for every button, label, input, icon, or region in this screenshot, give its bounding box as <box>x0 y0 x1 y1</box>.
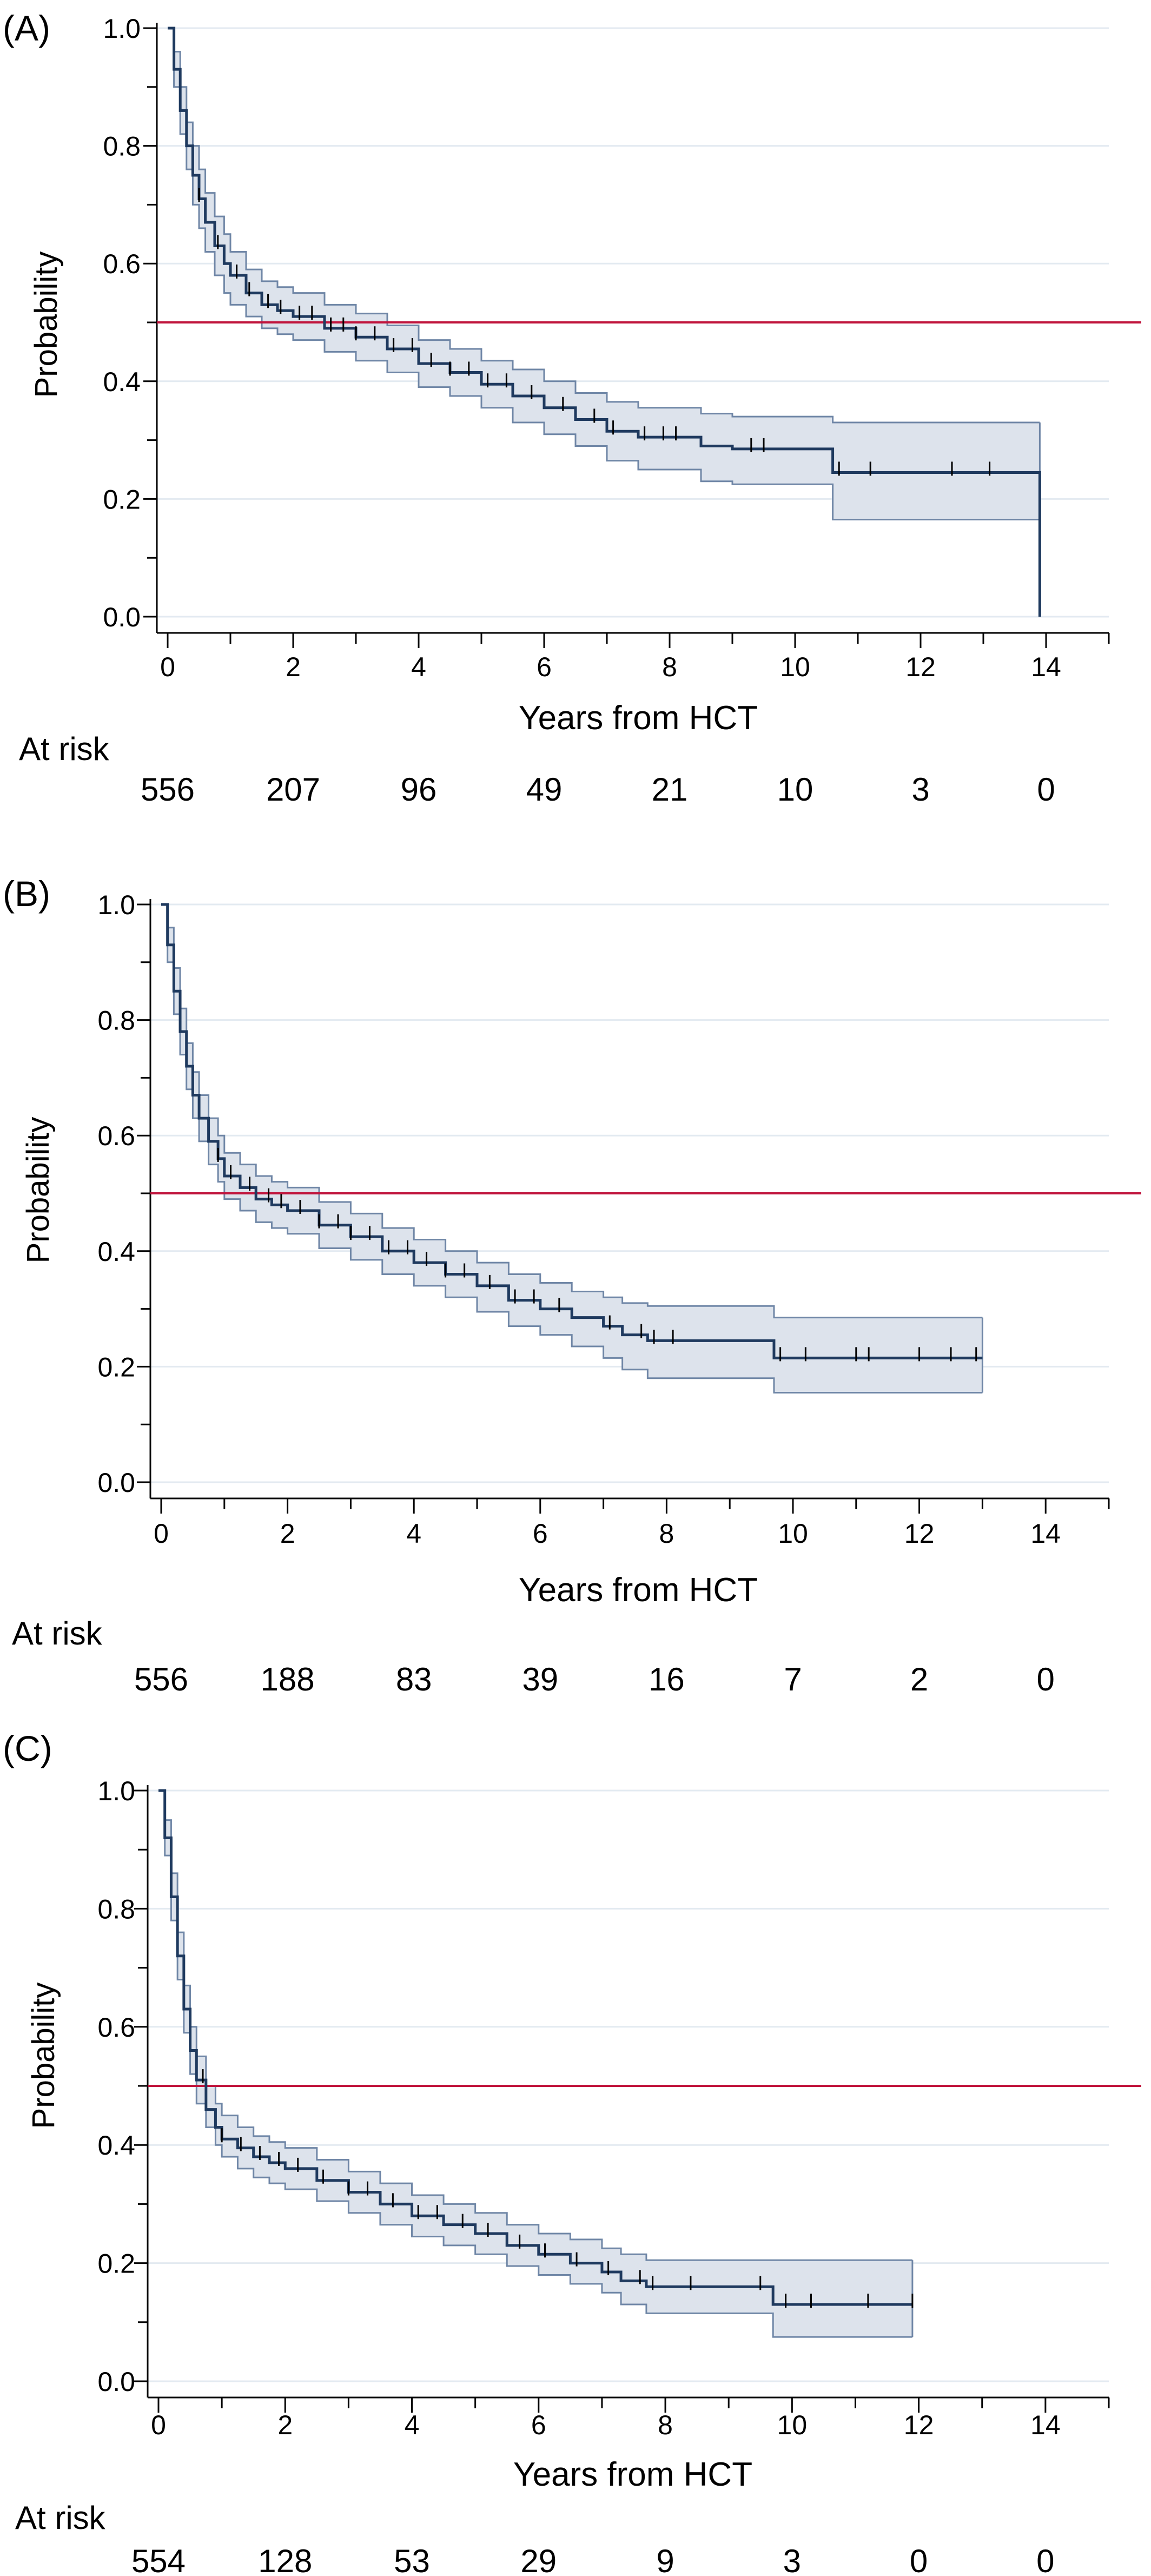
y-tick-label: 0.4 <box>97 1237 135 1267</box>
x-tick-label: 10 <box>777 2410 808 2440</box>
y-tick-label: 0.4 <box>97 2130 135 2161</box>
at-risk-count: 83 <box>396 1661 432 1697</box>
y-tick-label: 1.0 <box>97 1776 135 1806</box>
at-risk-label: At risk <box>15 2500 106 2536</box>
x-tick-label: 4 <box>411 652 426 682</box>
at-risk-row: 554 128 53 29 9 3 0 0 <box>131 2543 1055 2576</box>
at-risk-row: 556 188 83 39 16 7 2 0 <box>134 1661 1055 1697</box>
x-tick-label: 6 <box>531 2410 546 2440</box>
confidence-band <box>161 904 983 1393</box>
plot-area: 0.0 0.2 0.4 0.6 0.8 1.0 0 2 4 6 8 10 12 14 <box>97 1776 1141 2440</box>
at-risk-count: 96 <box>401 771 437 808</box>
at-risk-count: 556 <box>134 1661 188 1697</box>
y-tick-label: 0.8 <box>103 131 141 162</box>
x-tick-label: 14 <box>1030 2410 1061 2440</box>
at-risk-count: 0 <box>1037 1661 1055 1697</box>
x-axis-title: Years from HCT <box>519 699 758 737</box>
km-panel-b: (B) 0.0 0.2 0.4 0.6 0.8 1.0 0 2 4 6 8 10 12 14 Probab… <box>3 874 1141 1697</box>
x-tick-label: 2 <box>280 1518 295 1549</box>
band-upper-edge <box>168 27 1040 424</box>
y-tick-label: 0.2 <box>103 484 141 514</box>
x-axis-title: Years from HCT <box>513 2456 752 2493</box>
x-tick-label: 8 <box>662 652 677 682</box>
at-risk-label: At risk <box>19 731 110 767</box>
band-upper-edge <box>161 903 983 1319</box>
y-tick-label: 1.0 <box>103 14 141 44</box>
y-tick-label: 0.2 <box>97 1352 135 1382</box>
band-upper-edge <box>158 1789 912 2261</box>
at-risk-count: 29 <box>520 2543 557 2576</box>
km-panel-c: (C) 0.0 0.2 0.4 0.6 0.8 1.0 0 2 4 6 8 10 12 14 Probab… <box>3 1731 1141 2576</box>
x-tick-label: 2 <box>277 2410 293 2440</box>
x-tick-label: 14 <box>1030 1518 1061 1549</box>
at-risk-count: 39 <box>522 1661 558 1697</box>
at-risk-count: 2 <box>910 1661 928 1697</box>
at-risk-count: 128 <box>258 2543 312 2576</box>
y-tick-label: 0.6 <box>103 249 141 279</box>
x-tick-label: 0 <box>151 2410 166 2440</box>
x-tick-label: 8 <box>658 2410 673 2440</box>
at-risk-count: 0 <box>910 2543 928 2576</box>
at-risk-count: 556 <box>141 771 195 808</box>
x-tick-label: 10 <box>778 1518 808 1549</box>
at-risk-count: 0 <box>1037 771 1055 808</box>
y-axis-title: Probability <box>26 1983 61 2129</box>
x-tick-label: 12 <box>904 1518 935 1549</box>
confidence-band <box>158 1791 912 2337</box>
survival-curve <box>158 1789 912 2306</box>
at-risk-label: At risk <box>12 1615 103 1652</box>
at-risk-count: 21 <box>652 771 688 808</box>
y-axis-title: Probability <box>21 1117 56 1264</box>
at-risk-count: 16 <box>649 1661 685 1697</box>
x-tick-label: 4 <box>405 2410 420 2440</box>
at-risk-count: 53 <box>394 2543 430 2576</box>
y-tick-label: 0.0 <box>97 2367 135 2397</box>
at-risk-count: 3 <box>783 2543 801 2576</box>
y-tick-label: 0.0 <box>103 602 141 632</box>
at-risk-count: 554 <box>131 2543 186 2576</box>
at-risk-count: 3 <box>911 771 929 808</box>
at-risk-count: 207 <box>266 771 320 808</box>
x-tick-label: 2 <box>286 652 301 682</box>
km-panel-a: (A) 0.0 0.2 0.4 0.6 0.8 1.0 0 2 4 6 8 10 12 14 Probab… <box>3 8 1141 808</box>
x-tick-label: 12 <box>905 652 936 682</box>
y-tick-label: 0.6 <box>97 2012 135 2043</box>
at-risk-count: 0 <box>1036 2543 1054 2576</box>
x-tick-label: 14 <box>1031 652 1061 682</box>
x-tick-label: 6 <box>537 652 552 682</box>
at-risk-count: 7 <box>784 1661 802 1697</box>
x-tick-label: 8 <box>659 1518 674 1549</box>
x-tick-label: 0 <box>160 652 175 682</box>
plot-area: 0.0 0.2 0.4 0.6 0.8 1.0 0 2 4 6 8 10 12 14 <box>103 14 1141 682</box>
at-risk-count: 49 <box>526 771 563 808</box>
y-axis-title: Probability <box>29 252 64 398</box>
y-tick-label: 0.2 <box>97 2249 135 2279</box>
at-risk-count: 9 <box>656 2543 674 2576</box>
panel-label: (B) <box>3 874 50 914</box>
at-risk-count: 10 <box>777 771 813 808</box>
x-tick-label: 6 <box>533 1518 548 1549</box>
x-tick-label: 4 <box>406 1518 421 1549</box>
panel-label: (A) <box>3 8 50 48</box>
y-tick-label: 0.6 <box>97 1121 135 1151</box>
plot-area: 0.0 0.2 0.4 0.6 0.8 1.0 0 2 4 6 8 10 12 14 <box>97 890 1141 1549</box>
at-risk-row: 556 207 96 49 21 10 3 0 <box>141 771 1055 808</box>
x-tick-label: 10 <box>780 652 810 682</box>
y-tick-label: 0.8 <box>97 1894 135 1924</box>
y-tick-label: 0.4 <box>103 367 141 397</box>
x-axis-title: Years from HCT <box>519 1571 758 1609</box>
y-tick-label: 1.0 <box>97 890 135 920</box>
x-tick-label: 12 <box>904 2410 934 2440</box>
band-lower-edge <box>168 27 1040 520</box>
y-tick-label: 0.0 <box>97 1468 135 1498</box>
y-tick-label: 0.8 <box>97 1006 135 1036</box>
at-risk-count: 188 <box>261 1661 315 1697</box>
panel-label: (C) <box>3 1731 52 1768</box>
x-tick-label: 0 <box>154 1518 169 1549</box>
